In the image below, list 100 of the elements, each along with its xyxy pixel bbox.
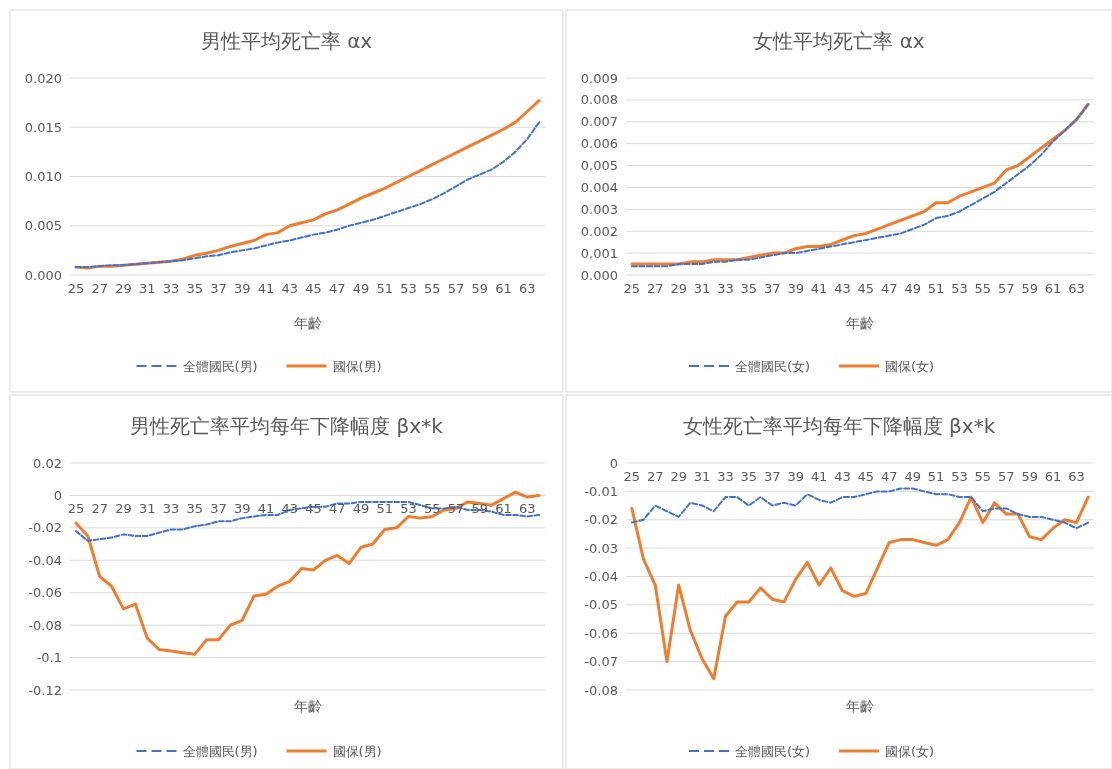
x-tick-label: 31 [138, 281, 156, 296]
y-tick-label: 0.000 [580, 267, 618, 283]
y-tick-label: -0.06 [584, 625, 618, 641]
x-tick-label: 37 [210, 501, 227, 517]
x-tick-label: 25 [67, 501, 85, 517]
x-tick-label: 49 [352, 281, 370, 296]
x-tick-label: 51 [927, 281, 945, 296]
y-tick-label: -0.08 [584, 682, 618, 698]
legend-label: 全體國民(男) [182, 358, 258, 374]
y-tick-label: 0.003 [580, 201, 618, 217]
y-tick-label: 0.006 [580, 136, 618, 152]
y-tick-label: 0 [609, 455, 618, 471]
y-tick-label: 0.000 [24, 267, 62, 283]
x-axis-title: 年齡 [293, 698, 322, 714]
legend-label: 全體國民(男) [182, 743, 258, 759]
x-tick-label: 27 [646, 281, 664, 296]
x-tick-label: 59 [1021, 281, 1038, 296]
x-tick-label: 61 [1044, 281, 1062, 296]
x-tick-label: 63 [518, 281, 536, 296]
x-tick-label: 57 [997, 469, 1015, 484]
x-tick-label: 51 [376, 501, 393, 517]
x-tick-label: 39 [787, 469, 804, 484]
x-tick-label: 55 [974, 281, 992, 296]
x-tick-label: 35 [186, 501, 203, 517]
x-tick-label: 57 [997, 281, 1015, 296]
y-tick-label: -0.02 [584, 512, 618, 528]
y-tick-label: 0.009 [580, 70, 618, 86]
chart-title: 男性平均死亡率 αx [200, 29, 373, 53]
y-tick-label: -0.12 [28, 682, 62, 698]
x-tick-label: 39 [233, 281, 251, 296]
x-tick-label: 41 [810, 469, 828, 484]
legend-label: 全體國民(女) [735, 743, 811, 759]
x-tick-label: 43 [834, 281, 851, 296]
x-tick-label: 49 [904, 469, 921, 484]
y-tick-label: -0.07 [584, 654, 618, 670]
x-tick-label: 45 [857, 469, 875, 484]
y-tick-label: 0.02 [33, 455, 62, 471]
y-tick-label: 0.001 [580, 245, 618, 261]
x-tick-label: 25 [623, 281, 641, 296]
x-tick-label: 61 [1044, 469, 1062, 484]
x-tick-label: 53 [951, 281, 968, 296]
x-tick-label: 25 [623, 469, 641, 484]
x-tick-label: 29 [670, 281, 687, 296]
x-tick-label: 27 [646, 469, 664, 484]
x-tick-label: 45 [857, 281, 875, 296]
y-tick-label: 0.004 [580, 179, 618, 195]
x-tick-label: 47 [328, 281, 346, 296]
chart-title: 男性死亡率平均每年下降幅度 βx*k [130, 414, 444, 438]
y-tick-label: -0.1 [36, 650, 62, 666]
x-tick-label: 63 [1068, 281, 1085, 296]
x-tick-label: 35 [186, 281, 203, 296]
x-tick-label: 39 [787, 281, 804, 296]
x-tick-label: 55 [974, 469, 992, 484]
x-tick-label: 55 [423, 281, 441, 296]
x-tick-label: 33 [162, 501, 180, 517]
x-tick-label: 37 [763, 281, 781, 296]
y-tick-label: 0.007 [580, 114, 618, 130]
x-tick-label: 33 [717, 281, 734, 296]
x-tick-label: 39 [233, 501, 251, 517]
x-tick-label: 41 [257, 281, 275, 296]
x-tick-label: 47 [328, 501, 346, 517]
x-tick-label: 47 [880, 469, 898, 484]
x-tick-label: 53 [951, 469, 968, 484]
legend-label: 全體國民(女) [735, 358, 811, 374]
y-tick-label: -0.03 [584, 540, 618, 556]
x-tick-label: 49 [352, 501, 370, 517]
x-tick-label: 31 [693, 281, 711, 296]
legend-label: 國保(男) [332, 358, 382, 374]
x-tick-label: 33 [717, 469, 734, 484]
x-tick-label: 57 [447, 281, 465, 296]
x-tick-label: 29 [115, 281, 132, 296]
y-tick-label: 0 [53, 487, 62, 503]
x-tick-label: 43 [281, 281, 298, 296]
x-tick-label: 37 [210, 281, 227, 296]
y-tick-label: -0.02 [28, 520, 62, 536]
x-tick-label: 63 [518, 501, 536, 517]
x-tick-label: 47 [880, 281, 898, 296]
x-tick-label: 35 [740, 281, 758, 296]
x-tick-label: 61 [495, 281, 512, 296]
x-axis-title: 年齡 [846, 698, 874, 714]
x-tick-label: 27 [91, 281, 108, 296]
y-tick-label: -0.01 [584, 483, 618, 499]
x-tick-label: 61 [495, 501, 512, 517]
x-tick-label: 59 [1021, 469, 1038, 484]
x-tick-label: 27 [91, 501, 108, 517]
y-tick-label: -0.04 [28, 552, 62, 568]
y-tick-label: 0.008 [580, 92, 618, 108]
x-tick-label: 33 [162, 281, 180, 296]
y-tick-label: 0.005 [24, 218, 62, 234]
chart-title: 女性平均死亡率 αx [753, 29, 925, 53]
y-tick-label: -0.06 [28, 585, 62, 601]
y-tick-label: -0.04 [584, 569, 618, 585]
x-axis-title: 年齡 [293, 315, 322, 331]
y-tick-label: 0.015 [24, 119, 62, 135]
x-tick-label: 45 [305, 281, 322, 296]
x-tick-label: 53 [400, 501, 417, 517]
x-tick-label: 35 [740, 469, 758, 484]
x-tick-label: 41 [810, 281, 828, 296]
x-tick-label: 51 [376, 281, 393, 296]
x-tick-label: 25 [67, 281, 85, 296]
